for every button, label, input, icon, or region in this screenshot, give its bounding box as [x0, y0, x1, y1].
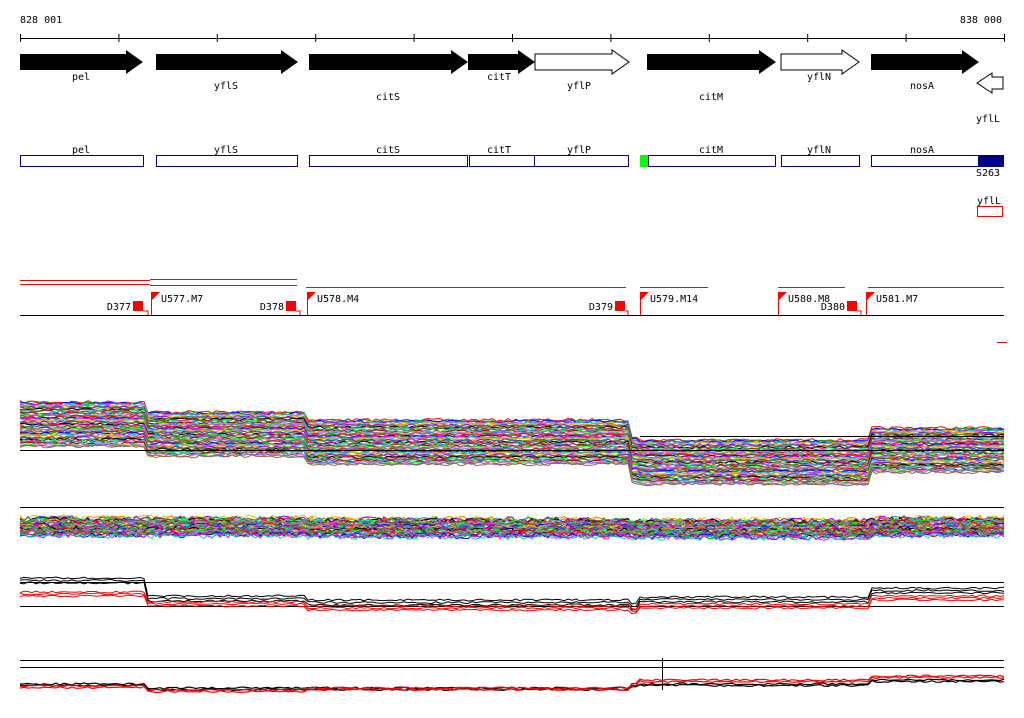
- gene-label-pel: pel: [72, 72, 90, 83]
- expression-profile-track-1: [19, 400, 1005, 487]
- gene-label-yflN: yflN: [807, 72, 831, 83]
- segment-flag-u578[interactable]: [308, 292, 316, 300]
- segment-flag-u581[interactable]: [867, 292, 875, 300]
- segment-label-d377: D377: [107, 302, 131, 313]
- gene-arrow-track: pel yflS citS citT yflP citM yflN nosA y…: [20, 49, 1004, 125]
- segment-flag-u577[interactable]: [152, 292, 160, 300]
- gene-arrow-yflP[interactable]: [534, 49, 630, 75]
- segment-marker-d378[interactable]: [286, 301, 296, 311]
- segment-label-u581: U581.M7: [876, 294, 918, 305]
- gene-box-label-pel: pel: [72, 145, 90, 156]
- coord-end-label: 838 000: [960, 15, 1002, 26]
- segment-label-d380: D380: [821, 302, 845, 313]
- segment-label-u580: U580.M8: [788, 294, 830, 305]
- gene-box-label-yflN: yflN: [807, 145, 831, 156]
- segment-flag-u580[interactable]: [779, 292, 787, 300]
- gene-box-label-yflP: yflP: [567, 145, 591, 156]
- segment-label-u577: U577.M7: [161, 294, 203, 305]
- expression-profile-track-2: [19, 507, 1005, 542]
- feature-s263-box[interactable]: [978, 155, 1004, 167]
- segment-label-u579: U579.M14: [650, 294, 698, 305]
- gene-label-yflL: yflL: [976, 114, 1000, 125]
- gene-label-citM: citM: [699, 92, 723, 103]
- segment-label-d378: D378: [260, 302, 284, 313]
- gene-box-yflS[interactable]: [156, 155, 298, 167]
- gene-arrow-nosA[interactable]: [871, 50, 979, 74]
- gene-box-label-citS: citS: [376, 145, 400, 156]
- highlight-green-box[interactable]: [640, 155, 648, 167]
- gene-box-label-yflS: yflS: [214, 145, 238, 156]
- segment-marker-d380[interactable]: [847, 301, 857, 311]
- gene-box-label-citT: citT: [487, 145, 511, 156]
- gene-label-yflS: yflS: [214, 81, 238, 92]
- gene-arrow-yflS[interactable]: [156, 50, 298, 74]
- feature-yflL-box[interactable]: [977, 206, 1003, 217]
- gene-label-citS: citS: [376, 92, 400, 103]
- gene-label-citT: citT: [487, 72, 511, 83]
- gene-box-citT[interactable]: [469, 155, 535, 167]
- coordinate-ruler: [20, 34, 1005, 42]
- expression-profile-track-4: [19, 658, 1005, 694]
- feature-label-yflL: yflL: [977, 196, 1001, 207]
- gene-label-yflP: yflP: [567, 81, 591, 92]
- gene-box-label-citM: citM: [699, 145, 723, 156]
- gene-box-yflN[interactable]: [781, 155, 860, 167]
- gene-box-label-nosA: nosA: [910, 145, 934, 156]
- gene-arrow-citS[interactable]: [309, 50, 468, 74]
- segment-label-d379: D379: [589, 302, 613, 313]
- gene-arrow-yflN[interactable]: [780, 49, 860, 75]
- segment-flag-u579[interactable]: [641, 292, 649, 300]
- segment-label-u578: U578.M4: [317, 294, 359, 305]
- gene-box-track: pel yflS citS citT yflP citM yflN nosA S…: [20, 145, 1004, 217]
- gene-box-pel[interactable]: [20, 155, 144, 167]
- gene-arrow-citT[interactable]: [468, 50, 535, 74]
- segment-track: D377 U577.M7 D378 U578.M4 D379 U579.M14 …: [20, 279, 1007, 343]
- gene-arrow-pel[interactable]: [20, 50, 143, 74]
- coord-start-label: 828 001: [20, 15, 62, 26]
- gene-arrow-yflL[interactable]: [976, 72, 1004, 94]
- gene-arrow-citM[interactable]: [647, 50, 776, 74]
- segment-marker-d377[interactable]: [133, 301, 143, 311]
- gene-label-nosA: nosA: [910, 81, 934, 92]
- gene-box-nosA[interactable]: [871, 155, 979, 167]
- gene-box-citS[interactable]: [309, 155, 468, 167]
- feature-label-s263: S263: [976, 168, 1000, 179]
- expression-profile-track-3: [19, 576, 1005, 615]
- gene-box-yflP[interactable]: [534, 155, 629, 167]
- segment-marker-d379[interactable]: [615, 301, 625, 311]
- gene-box-citM[interactable]: [648, 155, 776, 167]
